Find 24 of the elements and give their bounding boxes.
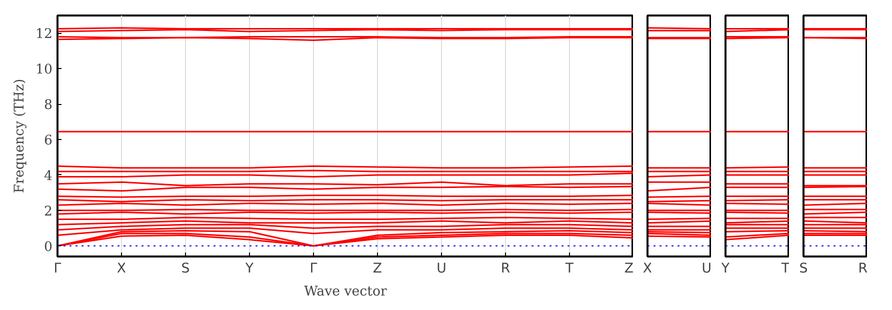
x-tick-label: Γ [54,262,62,276]
x-tick-label: X [642,262,652,276]
x-tick-label: R [858,262,868,276]
x-tick-label: Z [372,262,382,276]
x-tick-label: X [116,262,126,276]
y-tick-label: 0 [44,240,53,255]
x-tick-label: U [702,262,712,276]
y-axis-title: Frequency (THz) [12,78,28,194]
y-tick-label: 10 [36,62,53,78]
x-tick-label: Y [720,262,730,276]
y-tick-label: 2 [44,204,53,220]
x-tick-label: T [564,262,574,276]
x-tick-label: Γ [310,262,318,276]
x-tick-label: R [500,262,510,276]
x-tick-label: Y [244,262,254,276]
x-tick-label: U [436,262,446,276]
x-axis-title: Wave vector [304,284,388,300]
x-tick-label: Z [624,262,634,276]
x-tick-label: S [799,262,808,276]
y-tick-label: 6 [44,134,53,149]
y-tick-label: 4 [44,168,53,184]
y-tick-label: 12 [36,27,53,42]
y-tick-label: 8 [44,98,53,114]
x-tick-label: S [181,262,190,276]
